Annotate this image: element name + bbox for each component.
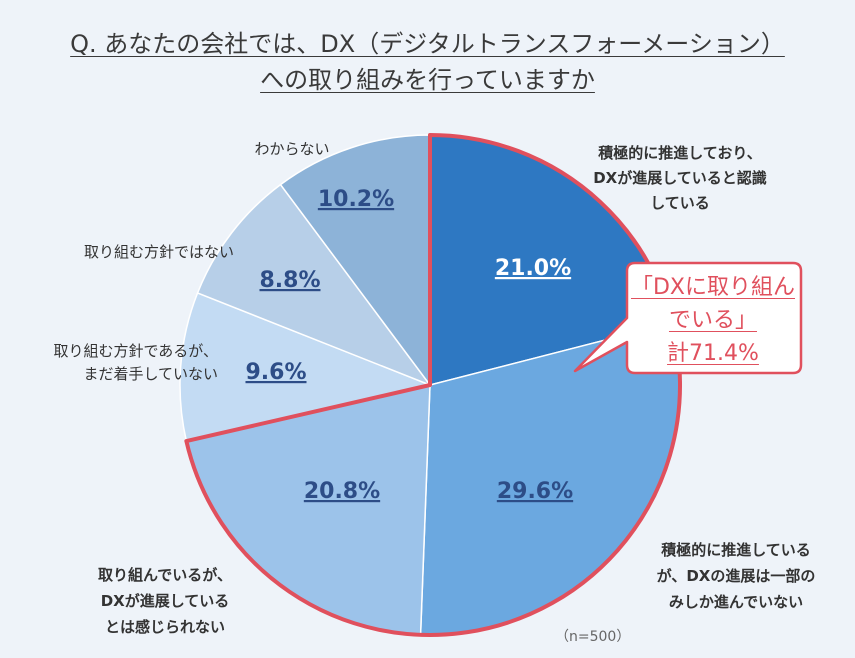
total-callout-text: 「DXに取り組ん でいる」 計71.4% [625, 263, 801, 373]
value-label-6: 10.2% [318, 187, 394, 212]
pie-slice-5 [196, 183, 433, 387]
callout-bubble [573, 261, 803, 375]
question-line-2: への取り組みを行っていますか [260, 66, 595, 94]
value-label-4: 9.6% [245, 360, 306, 385]
pie-slice-6 [279, 134, 431, 388]
category-label-2: 積極的に推進しているが、DXの進展は一部のみしか進んでいない [657, 541, 816, 611]
callout-line-2: でいる」 [668, 308, 757, 333]
question-line-1: Q. あなたの会社では、DX（デジタルトランスフォーメーション） [70, 30, 785, 58]
category-label-6: わからない [254, 140, 329, 158]
callout-total: 計71.4% [667, 341, 759, 366]
value-label-5: 8.8% [259, 268, 320, 293]
sample-size-note: （n=500） [555, 629, 631, 645]
callout-line-1: 「DXに取り組ん [630, 275, 795, 300]
category-label-3: 取り組んでいるが、 DXが進展しているとは感じられない [98, 566, 232, 636]
category-label-4: 取り組む方針であるが、まだ着手していない [53, 342, 218, 383]
value-label-2: 29.6% [497, 479, 573, 504]
category-label-5: 取り組む方針ではない [84, 243, 234, 261]
value-label-1: 21.0% [495, 256, 571, 281]
category-label-1: 積極的に推進しており、 DXが進展していると認識している [593, 144, 767, 212]
highlight-outline [184, 133, 682, 637]
value-label-3: 20.8% [304, 479, 380, 504]
pie-slice-4 [179, 291, 433, 442]
question-title: Q. あなたの会社では、DX（デジタルトランスフォーメーション） への取り組みを… [0, 26, 855, 98]
